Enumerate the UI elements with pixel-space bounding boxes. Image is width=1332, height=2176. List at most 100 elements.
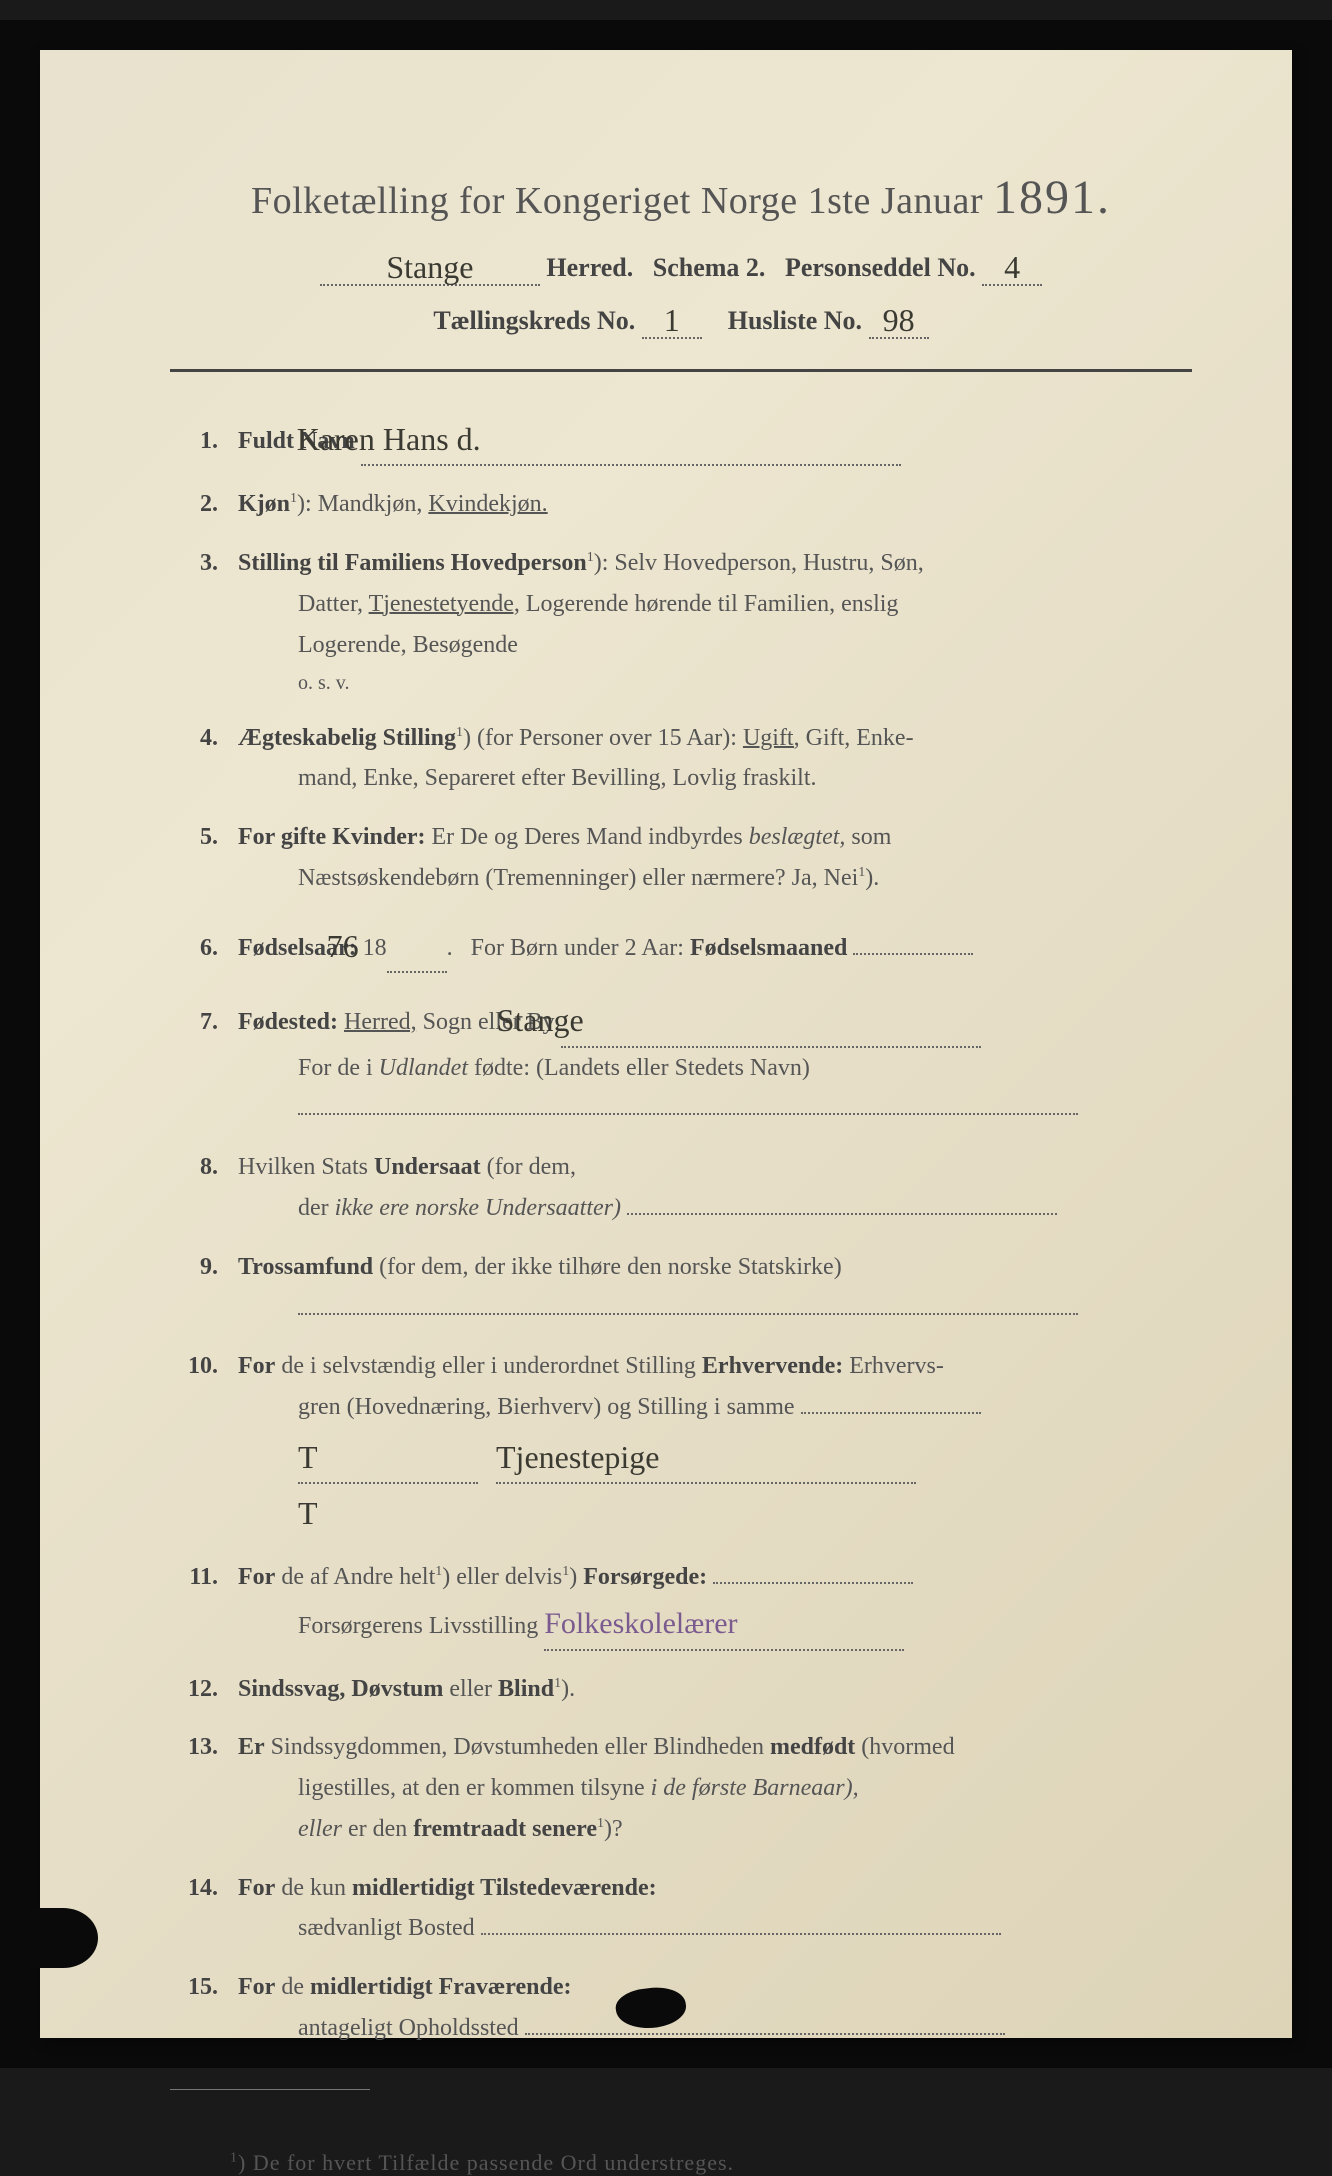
personseddel-label: Personseddel No. xyxy=(785,253,976,282)
q3-paren: ): xyxy=(594,550,609,576)
husliste-label: Husliste No. xyxy=(728,306,862,335)
taellingskreds-field: 1 xyxy=(642,300,702,339)
q13-label3: fremtraadt senere xyxy=(413,1816,597,1842)
q7-field: Stange xyxy=(561,991,981,1047)
q12-label2: Blind xyxy=(498,1676,554,1702)
q9: 9. Trossamfund (for dem, der ikke tilhør… xyxy=(170,1247,1192,1329)
q10-label1: For xyxy=(238,1353,275,1379)
q3-label: Stilling til Familiens Hovedperson xyxy=(238,550,587,576)
q11-value: Folkeskolelærer xyxy=(544,1607,737,1640)
q4-label: Ægteskabelig Stilling xyxy=(238,725,456,751)
q11-line2: Forsørgerens Livsstilling xyxy=(298,1613,538,1639)
footnote-text: ) De for hvert Tilfælde passende Ord und… xyxy=(238,2150,734,2175)
q15-line2wrap: antageligt Opholdssted xyxy=(234,2008,1192,2049)
q11-label2: Forsørgede: xyxy=(583,1564,707,1590)
q7-num: 7. xyxy=(170,1002,218,1043)
q13-line3a: eller xyxy=(298,1816,342,1842)
q10: 10. For de i selvstændig eller i underor… xyxy=(170,1346,1192,1538)
q8-label: Undersaat xyxy=(374,1154,481,1180)
q10-label2: Erhvervende: xyxy=(702,1353,843,1379)
q8-blank xyxy=(627,1213,1057,1215)
q15-text1: de xyxy=(281,1974,304,2000)
q2-sup: 1 xyxy=(290,491,297,506)
schema-label: Schema 2. xyxy=(653,253,766,282)
q3-sup: 1 xyxy=(587,550,594,565)
q5-text2: som xyxy=(851,824,891,850)
q14-line2wrap: sædvanligt Bosted xyxy=(234,1908,1192,1949)
q9-text: (for dem, der ikke tilhøre den norske St… xyxy=(379,1254,842,1280)
divider-rule xyxy=(170,369,1192,372)
edge-damage xyxy=(28,1908,98,1968)
husliste-value: 98 xyxy=(883,302,915,338)
q10-line2: gren (Hovednæring, Bierhverv) og Stillin… xyxy=(298,1394,795,1420)
herred-field: Stange xyxy=(320,247,540,286)
q10-text2: Erhvervs- xyxy=(849,1353,944,1379)
q8-text1: Hvilken Stats xyxy=(238,1154,368,1180)
title-year: 1891. xyxy=(993,171,1111,224)
q6-num: 6. xyxy=(170,928,218,969)
q5-text1: Er De og Deres Mand indbyrdes xyxy=(432,824,743,850)
q3-line3: Logerende, Besøgende xyxy=(234,625,1192,666)
q11-blank1 xyxy=(713,1582,913,1584)
q5: 5. For gifte Kvinder: Er De og Deres Man… xyxy=(170,817,1192,899)
q5-label: For gifte Kvinder: xyxy=(238,824,426,850)
husliste-field: 98 xyxy=(869,300,929,339)
q10-mark: T xyxy=(298,1439,318,1475)
q15-label2: midlertidigt Fraværende: xyxy=(310,1974,572,2000)
q5-line2: Næstsøskendebørn (Tremenninger) eller næ… xyxy=(298,865,858,891)
q9-num: 9. xyxy=(170,1247,218,1288)
q8-text2: (for dem, xyxy=(487,1154,576,1180)
q8-line2a: der xyxy=(298,1195,329,1221)
q13-text2: (hvormed xyxy=(861,1734,954,1760)
q9-blank-wrap xyxy=(234,1288,1192,1329)
q1-field: Karen Hans d. xyxy=(361,410,901,466)
q2-opt2: Kvindekjøn. xyxy=(428,491,547,517)
q4-sup: 1 xyxy=(456,725,463,740)
q11: 11. For de af Andre helt1) eller delvis1… xyxy=(170,1557,1192,1651)
q11-label1: For xyxy=(238,1564,275,1590)
q3: 3. Stilling til Familiens Hovedperson1):… xyxy=(170,543,1192,699)
q10-num: 10. xyxy=(170,1346,218,1387)
q11-num: 11. xyxy=(170,1557,218,1598)
q12-num: 12. xyxy=(170,1669,218,1710)
q15-line2: antageligt Opholdssted xyxy=(298,2015,519,2041)
q13-label1: Er xyxy=(238,1734,265,1760)
q7-line2b: fødte: (Landets eller Stedets Navn) xyxy=(474,1055,810,1081)
q7-line2a: For de i xyxy=(298,1055,373,1081)
q4-line2: mand, Enke, Separeret efter Bevilling, L… xyxy=(234,758,1192,799)
q12-label: Sindssvag, Døvstum xyxy=(238,1676,443,1702)
q3-line2c: Logerende hørende til Familien, enslig xyxy=(526,591,899,617)
q6: 6. Fødselsaar: 1876. For Børn under 2 Aa… xyxy=(170,917,1192,973)
q10-blank1 xyxy=(801,1412,981,1414)
q10-line4wrap: T xyxy=(234,1484,1192,1538)
q3-line1a: Selv Hovedperson, Hustru, Søn, xyxy=(614,550,923,576)
footnote-rule xyxy=(170,2089,370,2090)
q4-paren: ) (for Personer over 15 Aar): xyxy=(463,725,737,751)
q13-paren: )? xyxy=(604,1816,623,1842)
q15-blank xyxy=(525,2033,1005,2035)
q13-line2wrap: ligestilles, at den er kommen tilsyne i … xyxy=(234,1768,1192,1809)
q2-paren: ): xyxy=(297,491,312,517)
q7: 7. Fødested: Herred, Sogn eller By Stang… xyxy=(170,991,1192,1129)
q1-num: 1. xyxy=(170,421,218,462)
q5-line2wrap: Næstsøskendebørn (Tremenninger) eller næ… xyxy=(234,858,1192,899)
q12-text: eller xyxy=(449,1676,492,1702)
q1-value: Karen Hans d. xyxy=(297,421,481,457)
q13-num: 13. xyxy=(170,1727,218,1768)
q14-num: 14. xyxy=(170,1868,218,1909)
q13-text1: Sindssygdommen, Døvstumheden eller Blind… xyxy=(271,1734,764,1760)
q12-paren: ). xyxy=(561,1676,575,1702)
q6-field2 xyxy=(853,953,973,955)
q11-text2: ) eller delvis xyxy=(442,1564,562,1590)
q14-label1: For xyxy=(238,1875,275,1901)
personseddel-field: 4 xyxy=(982,247,1042,286)
footnote-sup: 1 xyxy=(230,2151,238,2166)
q3-num: 3. xyxy=(170,543,218,584)
q15-label1: For xyxy=(238,1974,275,2000)
q6-prefix: 18 xyxy=(363,935,387,961)
sub-line-2: Tællingskreds No. 1 Husliste No. 98 xyxy=(170,300,1192,339)
q14-line2: sædvanligt Bosted xyxy=(298,1915,475,1941)
q4-rest: Gift, Enke- xyxy=(806,725,914,751)
q15-num: 15. xyxy=(170,1967,218,2008)
q10-value: Tjenestepige xyxy=(496,1439,659,1475)
